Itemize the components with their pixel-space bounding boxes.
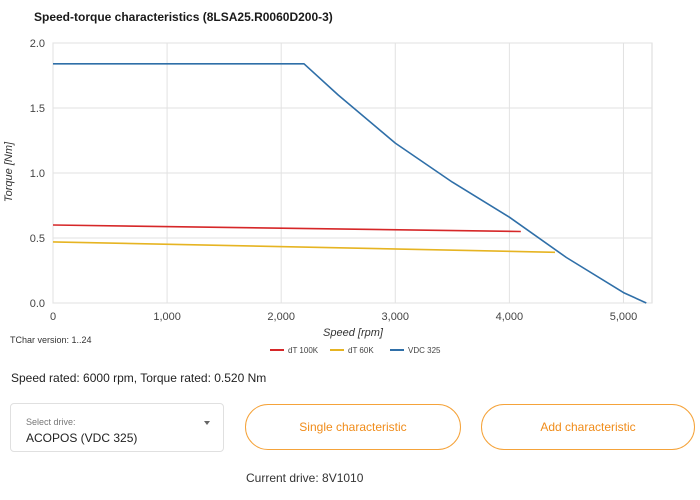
caret-down-icon <box>204 421 210 425</box>
add-characteristic-button[interactable]: Add characteristic <box>481 404 695 450</box>
x-tick-label: 2,000 <box>267 311 295 323</box>
legend-label: dT 60K <box>348 346 374 355</box>
current-drive-text: Current drive: 8V1010 <box>246 471 364 485</box>
legend-label: dT 100K <box>288 346 319 355</box>
y-tick-label: 2.0 <box>30 38 45 50</box>
speed-torque-chart: 0.0 0.5 1.0 1.5 2.0 0 1,000 2,000 3,000 4,000 5,00… <box>3 38 653 355</box>
tchar-version: TChar version: 1..24 <box>10 335 92 345</box>
series-line-dt-100k <box>52 224 521 233</box>
x-tick-label: 5,000 <box>610 311 638 323</box>
drive-select-label: Select drive: <box>26 417 76 427</box>
y-tick-label: 1.5 <box>30 103 45 115</box>
chart-legend: dT 100K dT 60K VDC 325 <box>270 346 441 355</box>
y-tick-label: 0.5 <box>30 233 45 245</box>
y-axis-title: Torque [Nm] <box>3 141 15 202</box>
series-line-vdc-325 <box>53 62 647 304</box>
x-tick-label: 3,000 <box>382 311 410 323</box>
x-tick-label: 4,000 <box>496 311 524 323</box>
x-tick-label: 0 <box>50 311 56 323</box>
x-axis-title: Speed [rpm] <box>323 327 384 339</box>
series-line-dt-60k <box>52 241 556 254</box>
legend-label: VDC 325 <box>408 346 441 355</box>
y-tick-label: 1.0 <box>30 168 45 180</box>
drive-select-value: ACOPOS (VDC 325) <box>26 431 138 445</box>
rated-values-text: Speed rated: 6000 rpm, Torque rated: 0.5… <box>11 371 267 385</box>
y-tick-label: 0.0 <box>30 298 45 310</box>
x-tick-label: 1,000 <box>153 311 181 323</box>
drive-select[interactable]: Select drive: ACOPOS (VDC 325) <box>10 403 224 452</box>
chart-title: Speed-torque characteristics (8LSA25.R00… <box>34 10 333 24</box>
single-characteristic-button[interactable]: Single characteristic <box>245 404 461 450</box>
